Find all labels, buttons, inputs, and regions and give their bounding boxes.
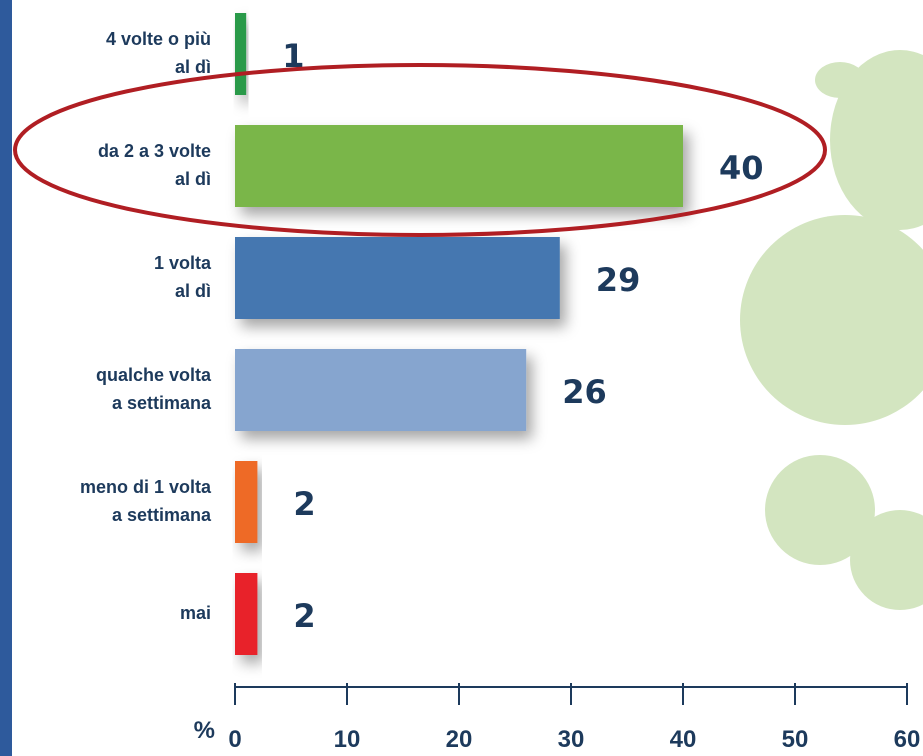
- side-strip: [0, 0, 12, 756]
- category-label: al dì: [175, 169, 211, 189]
- value-label: 29: [596, 261, 641, 299]
- x-tick-label: 30: [558, 726, 585, 753]
- category-label: a settimana: [112, 393, 212, 413]
- bar: [235, 349, 526, 431]
- x-tick-label: 60: [894, 726, 921, 753]
- category-label: 1 volta: [154, 253, 212, 273]
- category-label: qualche volta: [96, 365, 212, 385]
- x-axis-label: %: [194, 717, 215, 744]
- value-label: 26: [562, 373, 607, 411]
- page: % 010203040506014 volte o piùal dì40da 2…: [0, 0, 923, 756]
- x-tick-label: 0: [228, 726, 241, 753]
- category-label: meno di 1 volta: [80, 477, 212, 497]
- value-label: 2: [293, 597, 315, 635]
- bar: [235, 125, 683, 207]
- value-label: 40: [719, 149, 764, 187]
- category-label: al dì: [175, 57, 211, 77]
- x-tick-label: 20: [446, 726, 473, 753]
- category-label: al dì: [175, 281, 211, 301]
- x-tick-label: 10: [334, 726, 361, 753]
- bar: [235, 13, 246, 95]
- value-label: 2: [293, 485, 315, 523]
- bar: [235, 461, 257, 543]
- bar: [235, 237, 560, 319]
- x-tick-label: 40: [670, 726, 697, 753]
- x-tick-label: 50: [782, 726, 809, 753]
- category-label: a settimana: [112, 505, 212, 525]
- category-label: mai: [180, 603, 211, 623]
- background-fruit: [740, 50, 923, 610]
- category-label: 4 volte o più: [106, 29, 211, 49]
- category-label: da 2 a 3 volte: [98, 141, 211, 161]
- chart: % 010203040506014 volte o piùal dì40da 2…: [0, 0, 923, 756]
- bar: [235, 573, 257, 655]
